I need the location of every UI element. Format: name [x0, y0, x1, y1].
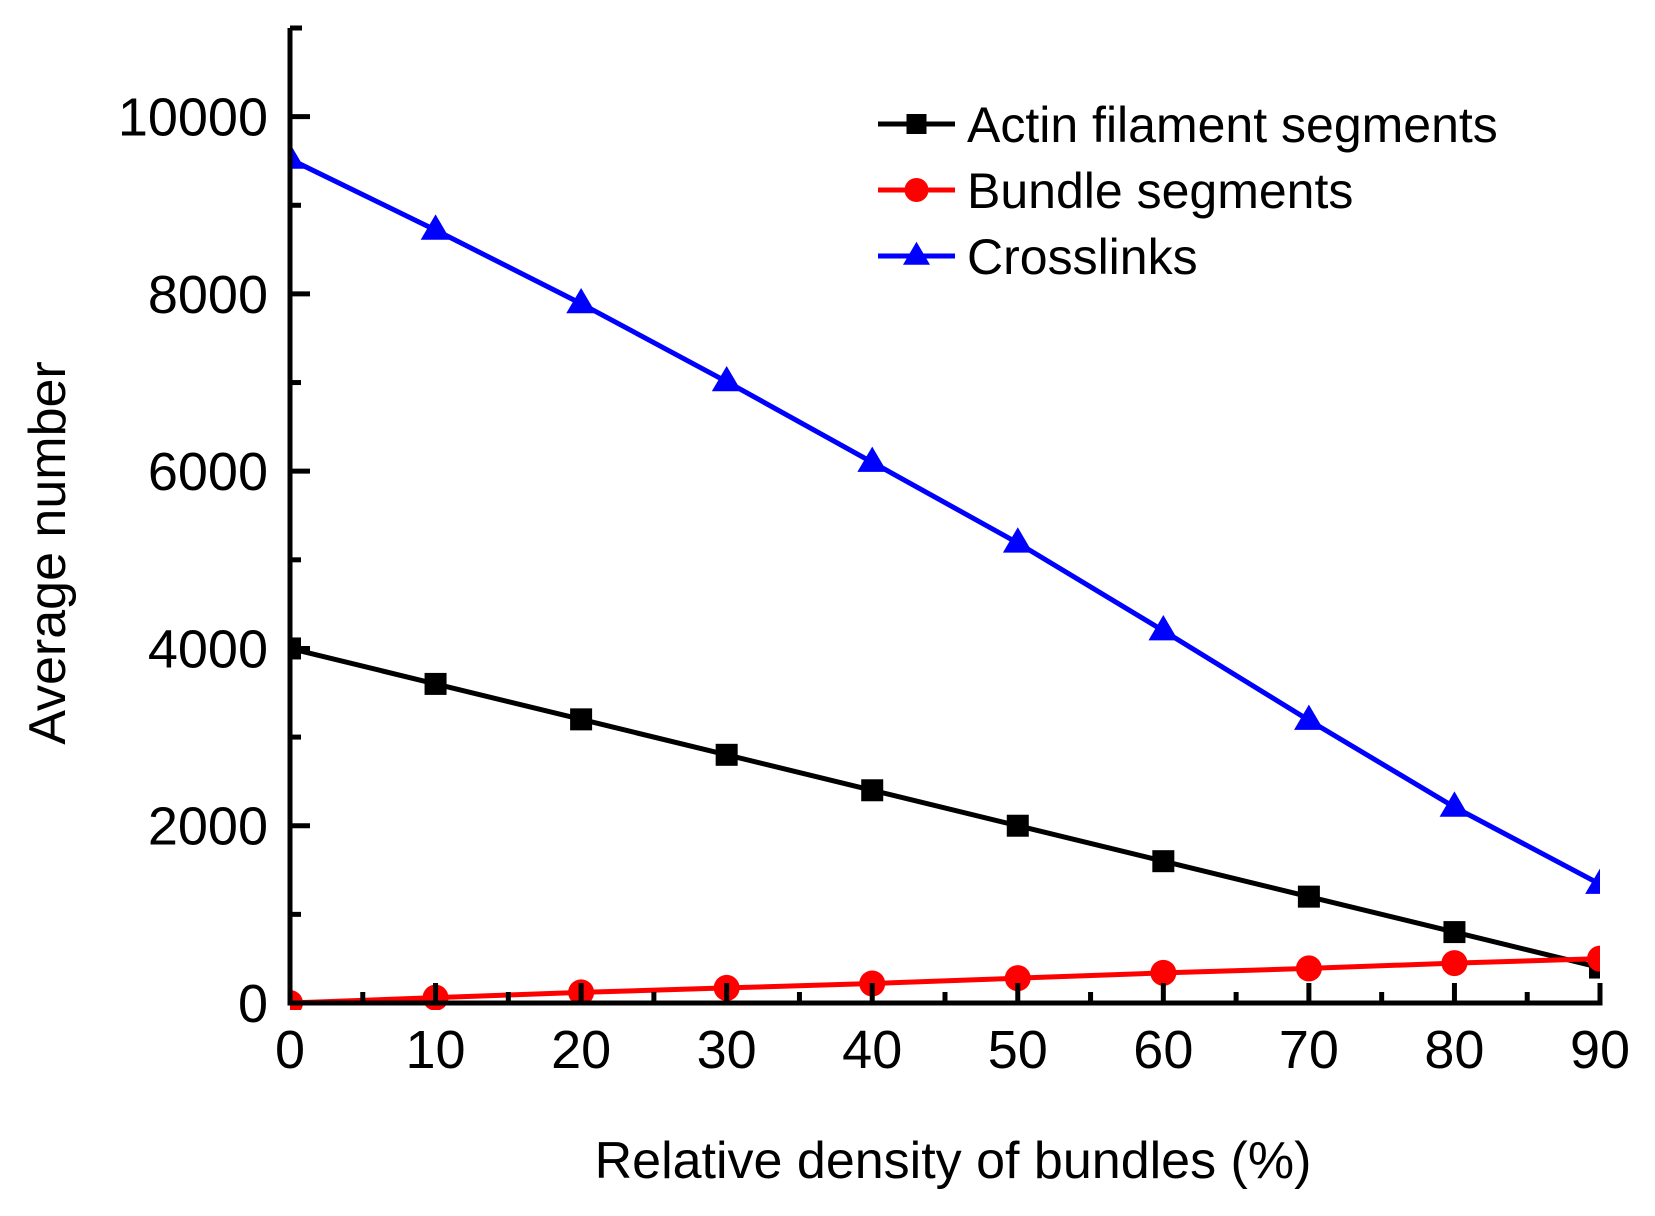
x-tick-label: 80 [1424, 1020, 1484, 1080]
y-axis-title: Average number [19, 361, 77, 745]
data-point [857, 446, 888, 472]
y-tick-label: 4000 [148, 619, 268, 679]
x-tick-label: 40 [842, 1020, 902, 1080]
legend-marker-square-icon [906, 114, 927, 134]
legend-label: Actin filament segments [967, 97, 1498, 153]
data-point [1443, 921, 1466, 944]
series-line [290, 156, 1600, 887]
data-point [290, 143, 305, 169]
data-point [1152, 850, 1175, 873]
series-layer [290, 143, 1600, 1010]
data-point [1587, 945, 1600, 972]
series-actin-filament-segments [290, 637, 1600, 979]
x-tick-label: 90 [1570, 1020, 1630, 1080]
data-point [715, 743, 738, 766]
legend-item: Actin filament segments [878, 97, 1498, 153]
data-point [1439, 791, 1470, 817]
data-point [424, 672, 447, 695]
data-point [1585, 868, 1600, 894]
x-tick-label: 50 [988, 1020, 1048, 1080]
legend-item: Bundle segments [878, 163, 1353, 219]
x-tick-label: 70 [1279, 1020, 1339, 1080]
data-point [1441, 950, 1468, 977]
x-tick-label: 30 [697, 1020, 757, 1080]
y-tick-label: 2000 [148, 797, 268, 857]
legend-label: Crosslinks [967, 229, 1198, 285]
data-point [1295, 955, 1322, 982]
x-tick-label: 10 [406, 1020, 466, 1080]
series-line [290, 646, 1600, 970]
x-tick-label: 0 [275, 1020, 305, 1080]
data-point [711, 365, 742, 392]
y-tick-label: 8000 [148, 265, 268, 325]
legend-marker-circle-icon [904, 178, 929, 202]
data-point [1002, 527, 1033, 553]
x-tick-label: 20 [551, 1020, 611, 1080]
x-tick-label: 60 [1133, 1020, 1193, 1080]
data-point [1150, 959, 1177, 986]
legend-marker-triangle-icon [903, 241, 930, 265]
y-tick-label: 10000 [118, 88, 268, 148]
data-point [420, 214, 451, 240]
data-point [1006, 814, 1029, 837]
series-crosslinks [290, 143, 1600, 894]
data-point [566, 287, 596, 314]
y-tick-label: 6000 [148, 442, 268, 502]
axes: 0 2000 4000 6000 8000 10000 0 10 20 30 40 50 60 70 80 9… [118, 25, 1630, 1080]
legend: Actin filament segments Bundle segments Cr… [878, 97, 1498, 285]
legend-label: Bundle segments [967, 163, 1353, 219]
data-point [1004, 965, 1031, 992]
legend-item: Crosslinks [878, 229, 1198, 285]
data-point [1297, 885, 1320, 908]
data-point [861, 779, 884, 802]
data-point [570, 708, 593, 731]
data-point [1148, 615, 1179, 641]
data-point [1294, 704, 1324, 730]
x-axis-title: Relative density of bundles (%) [595, 1132, 1312, 1190]
y-tick-label: 0 [238, 974, 268, 1034]
